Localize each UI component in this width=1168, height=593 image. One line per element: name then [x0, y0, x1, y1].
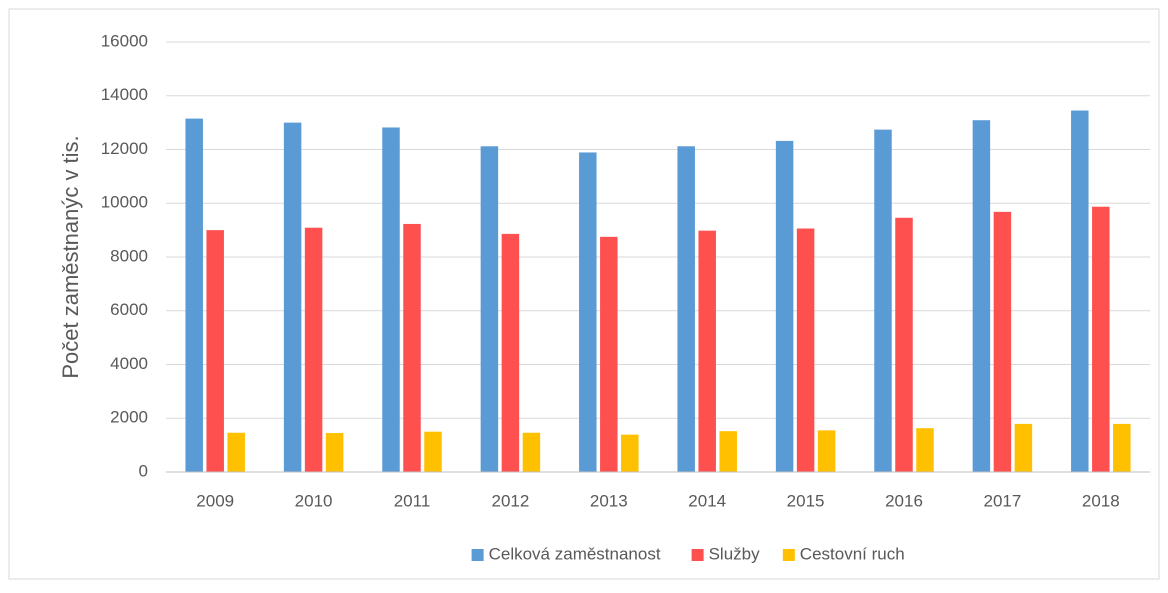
y-tick-label: 16000	[101, 31, 148, 50]
y-tick-label: 12000	[101, 139, 148, 158]
bar	[522, 432, 541, 472]
x-tick-label: 2009	[196, 491, 234, 510]
bar	[1071, 110, 1089, 472]
bar	[1092, 206, 1110, 472]
y-tick-label: 14000	[101, 85, 148, 104]
x-tick-label: 2017	[983, 491, 1021, 510]
y-tick-label: 10000	[101, 193, 148, 212]
bar	[382, 127, 400, 473]
bar	[895, 217, 913, 472]
bar	[817, 430, 836, 472]
bar	[480, 146, 499, 472]
y-tick-label: 8000	[110, 246, 148, 265]
bar	[325, 433, 344, 472]
legend-swatch	[471, 549, 484, 561]
y-tick-label: 6000	[110, 300, 148, 319]
y-tick-label: 0	[139, 461, 148, 480]
bar	[993, 211, 1012, 472]
bar	[916, 428, 934, 472]
bar	[621, 434, 639, 472]
bar	[227, 432, 245, 472]
bar	[972, 120, 991, 473]
bar	[677, 146, 695, 472]
bar	[283, 122, 302, 472]
legend-swatch	[691, 549, 704, 561]
bar	[1014, 423, 1033, 472]
legend-swatch	[782, 549, 795, 561]
x-tick-label: 2013	[590, 491, 628, 510]
legend-label: Cestovní ruch	[800, 544, 905, 563]
bar	[719, 431, 737, 472]
bar	[403, 223, 421, 472]
bar	[600, 236, 618, 472]
x-tick-label: 2014	[688, 491, 726, 510]
x-tick-label: 2011	[394, 491, 431, 510]
bar	[1113, 423, 1131, 472]
y-axis-label: Počet zaměstnanýc v tis.	[58, 135, 83, 378]
bar	[775, 140, 794, 472]
x-tick-label: 2018	[1082, 491, 1120, 510]
x-tick-label: 2012	[491, 491, 529, 510]
x-tick-label: 2010	[295, 491, 333, 510]
bar	[874, 129, 892, 473]
y-tick-label: 2000	[110, 408, 148, 427]
bar	[796, 228, 815, 472]
legend-label: Služby	[709, 544, 761, 563]
y-tick-label: 4000	[110, 354, 148, 373]
bar	[501, 233, 520, 472]
x-tick-label: 2016	[885, 491, 923, 510]
legend-label: Celková zaměstnanost	[489, 544, 661, 563]
bar	[206, 230, 224, 472]
bar	[579, 152, 597, 473]
x-tick-label: 2015	[787, 491, 825, 510]
bar	[185, 118, 203, 472]
bar	[304, 227, 323, 472]
bar	[424, 431, 442, 472]
bar	[698, 230, 716, 472]
